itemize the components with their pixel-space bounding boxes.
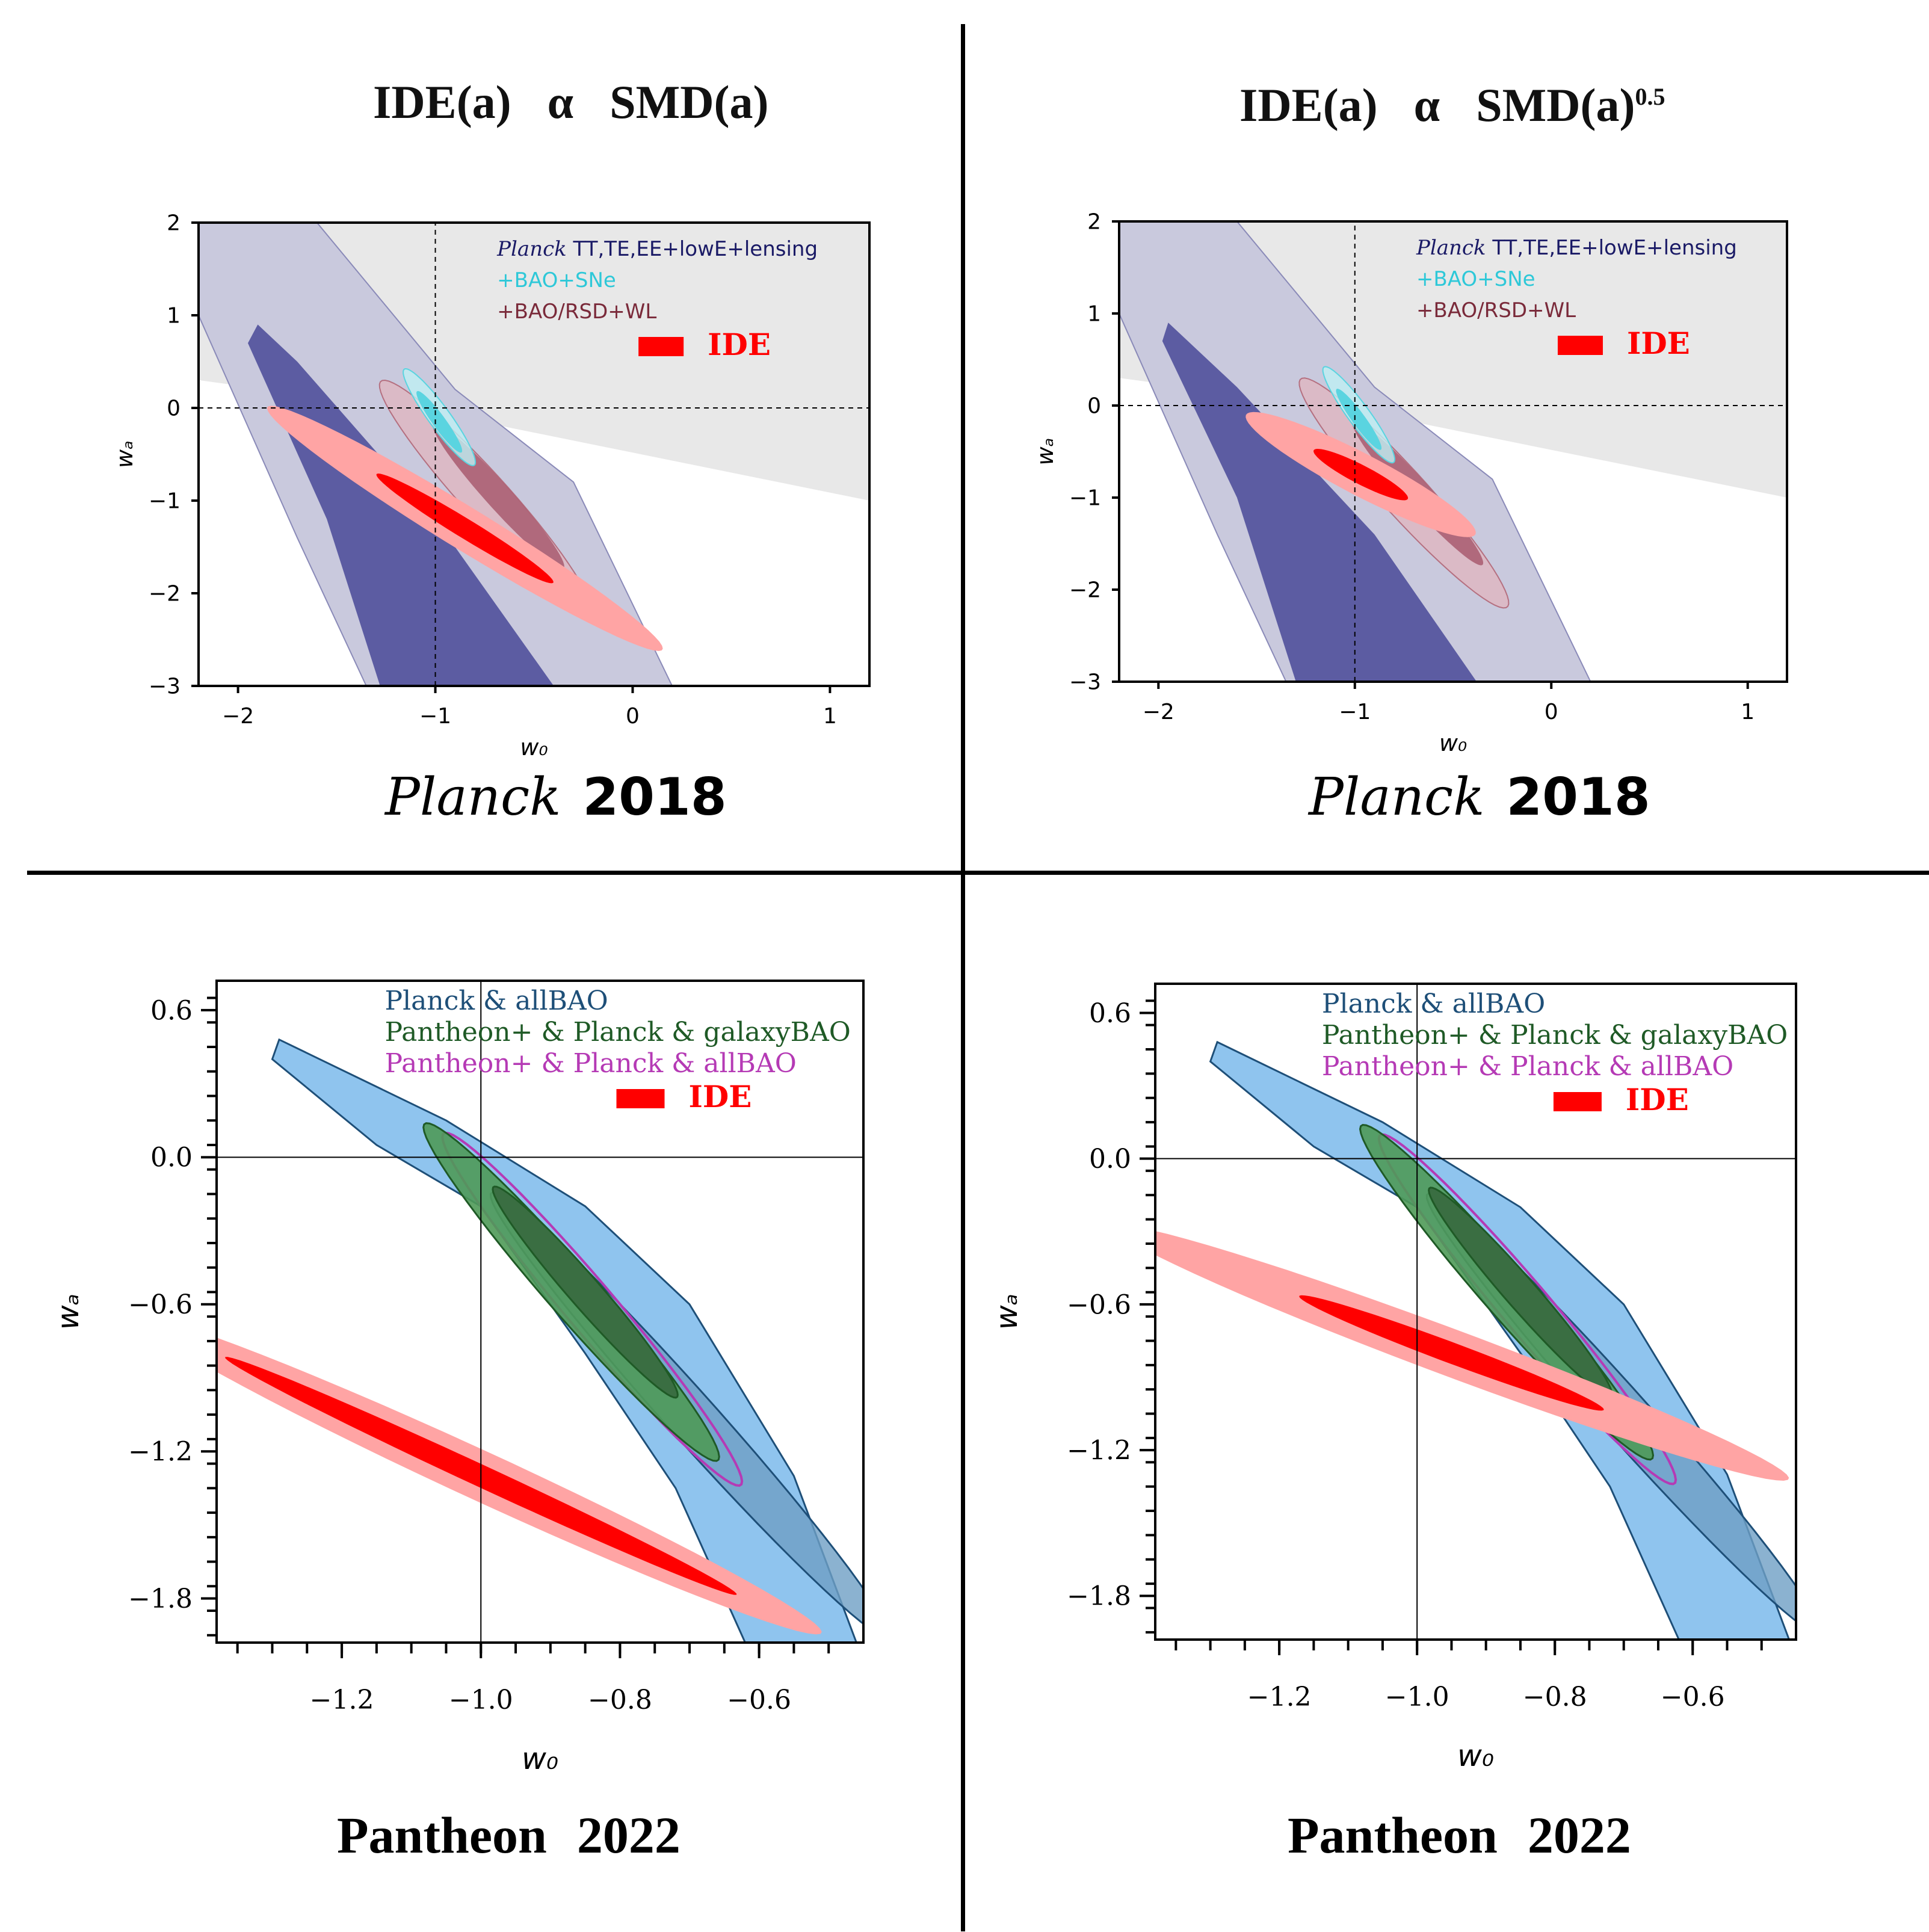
legend-pantheon-all: Pantheon+ & Planck & allBAO bbox=[385, 1048, 797, 1079]
ide-68-contour bbox=[1313, 449, 1409, 501]
x-tick-label: −1.2 bbox=[310, 1685, 374, 1715]
y-tick-label: −0.6 bbox=[1067, 1289, 1131, 1320]
panel-4-caption: Pantheon 2022 bbox=[1288, 1806, 1631, 1864]
legend-bao-rsd: +BAO/RSD+WL bbox=[497, 300, 656, 324]
legend-galaxy: Pantheon+ & Planck & galaxyBAO bbox=[385, 1017, 851, 1048]
x-tick-label: −0.6 bbox=[1661, 1682, 1725, 1712]
chart-pantheon-smd-05: −1.2 −1.0 −0.8 −0.6 0.6 0.0 −0.6 −1.2 −1.8 w₀ wₐ Pl… bbox=[989, 983, 1797, 1773]
y-tick-label: −2 bbox=[1069, 578, 1101, 603]
y-tick-label: 0 bbox=[167, 397, 181, 421]
x-tick-label: −0.6 bbox=[727, 1685, 791, 1715]
y-axis-label: wₐ bbox=[989, 1294, 1024, 1330]
y-tick-label: 0.0 bbox=[1089, 1144, 1131, 1174]
panel-2-title: IDE(a) α SMD(a)0.5 bbox=[1239, 79, 1665, 131]
panel-1-title: IDE(a) α SMD(a) bbox=[373, 76, 769, 128]
allbao-95-contour bbox=[1209, 1040, 1791, 1640]
divider-vertical bbox=[961, 24, 965, 1931]
y-tick-label: −0.6 bbox=[128, 1289, 193, 1320]
legend-planck: Planck TT,TE,EE+lowE+lensing bbox=[496, 237, 818, 261]
legend-ide-swatch bbox=[638, 337, 684, 356]
y-axis-label: wₐ bbox=[51, 1294, 85, 1330]
legend-bao-sne: +BAO+SNe bbox=[1416, 267, 1535, 291]
legend-ide: IDE bbox=[689, 1079, 752, 1114]
x-tick-label: 1 bbox=[1741, 700, 1755, 724]
y-tick-label: 2 bbox=[1087, 210, 1101, 235]
legend-ide-swatch bbox=[616, 1089, 665, 1108]
x-tick-label: −1.0 bbox=[1385, 1682, 1449, 1712]
ide-68-contour bbox=[1299, 1295, 1604, 1411]
legend-pantheon-all: Pantheon+ & Planck & allBAO bbox=[1322, 1051, 1733, 1082]
x-tick-label: −0.8 bbox=[1523, 1682, 1587, 1712]
x-tick-label: 0 bbox=[626, 704, 640, 729]
legend-ide: IDE bbox=[1627, 326, 1690, 361]
x-axis-label: w₀ bbox=[522, 1741, 558, 1776]
legend-bao-sne: +BAO+SNe bbox=[497, 268, 616, 292]
y-tick-label: 1 bbox=[167, 304, 181, 329]
legend-ide-swatch bbox=[1557, 336, 1603, 355]
panel-2-caption: Planck 2018 bbox=[1309, 767, 1650, 827]
chart-planck-smd: −2 −1 0 1 2 1 0 −1 −2 −3 w₀ wₐ Planck TT,TE,EE+lowE+… bbox=[111, 211, 871, 761]
x-axis-label: w₀ bbox=[520, 734, 548, 761]
y-tick-label: −1.2 bbox=[128, 1437, 193, 1468]
x-tick-label: −1 bbox=[1339, 700, 1371, 724]
plot-frame bbox=[1118, 220, 1788, 683]
plot-area bbox=[199, 223, 869, 686]
y-tick-label: −1 bbox=[1069, 486, 1101, 511]
y-tick-label: 0.0 bbox=[150, 1143, 193, 1173]
plot-area bbox=[217, 981, 863, 1643]
plot-area bbox=[1119, 221, 1787, 682]
panel-1-caption: Planck 2018 bbox=[385, 767, 727, 827]
x-tick-label: 0 bbox=[1545, 700, 1558, 724]
panel-3-caption: Pantheon 2022 bbox=[337, 1806, 681, 1864]
y-tick-label: −1.2 bbox=[1067, 1436, 1131, 1466]
x-tick-label: −2 bbox=[1143, 700, 1174, 724]
divider-horizontal bbox=[27, 871, 1929, 875]
x-tick-label: −2 bbox=[222, 704, 254, 729]
x-tick-label: −1.0 bbox=[449, 1685, 513, 1715]
y-tick-label: 1 bbox=[1087, 302, 1101, 327]
galaxy-68-contour bbox=[1428, 1187, 1613, 1398]
y-tick-label: −2 bbox=[149, 582, 181, 606]
legend-planck: Planck TT,TE,EE+lowE+lensing bbox=[1416, 236, 1737, 260]
y-tick-label: 0.6 bbox=[150, 995, 193, 1026]
y-tick-label: −3 bbox=[149, 674, 181, 699]
chart-pantheon-smd: −1.2 −1.0 −0.8 −0.6 0.6 0.0 −0.6 −1.2 −1.8 w₀ wₐ Pl… bbox=[51, 980, 865, 1776]
allbao-95-contour bbox=[271, 1038, 858, 1643]
x-axis-label: w₀ bbox=[1439, 730, 1467, 756]
y-tick-label: −1.8 bbox=[128, 1584, 193, 1614]
x-tick-label: −0.8 bbox=[588, 1685, 652, 1715]
y-tick-label: 0.6 bbox=[1089, 998, 1131, 1029]
y-axis-label: wₐ bbox=[111, 440, 138, 468]
plot-frame bbox=[215, 980, 865, 1644]
ide-68-contour bbox=[376, 474, 554, 584]
x-axis-label: w₀ bbox=[1457, 1738, 1494, 1773]
galaxy-68-contour bbox=[492, 1185, 679, 1399]
planck-68-contour bbox=[1162, 323, 1477, 682]
x-tick-label: −1.2 bbox=[1247, 1682, 1312, 1712]
legend-allbao: Planck & allBAO bbox=[385, 986, 608, 1016]
y-axis-label: wₐ bbox=[1032, 438, 1058, 466]
x-tick-label: −1 bbox=[419, 704, 451, 729]
legend-ide: IDE bbox=[708, 327, 771, 362]
legend-allbao: Planck & allBAO bbox=[1322, 989, 1545, 1019]
plot-area bbox=[1155, 984, 1796, 1640]
legend-ide: IDE bbox=[1626, 1082, 1689, 1117]
y-tick-label: −1 bbox=[149, 489, 181, 514]
legend-ide-swatch bbox=[1553, 1092, 1602, 1111]
bao-sne-68-contour bbox=[1336, 389, 1382, 450]
plot-frame bbox=[1154, 983, 1797, 1641]
chart-planck-smd-05: −2 −1 0 1 2 1 0 −1 −2 −3 w₀ wₐ Planck TT,TE,EE+lowE+… bbox=[1032, 210, 1788, 756]
x-tick-label: 1 bbox=[823, 704, 837, 729]
legend-galaxy: Pantheon+ & Planck & galaxyBAO bbox=[1322, 1020, 1788, 1051]
y-tick-label: 0 bbox=[1087, 394, 1101, 419]
bao-sne-68-contour bbox=[416, 390, 463, 453]
legend-bao-rsd: +BAO/RSD+WL bbox=[1416, 298, 1576, 323]
y-tick-label: −3 bbox=[1069, 670, 1101, 695]
y-tick-label: −1.8 bbox=[1067, 1581, 1131, 1612]
y-tick-label: 2 bbox=[167, 211, 181, 236]
plot-frame bbox=[197, 221, 871, 687]
